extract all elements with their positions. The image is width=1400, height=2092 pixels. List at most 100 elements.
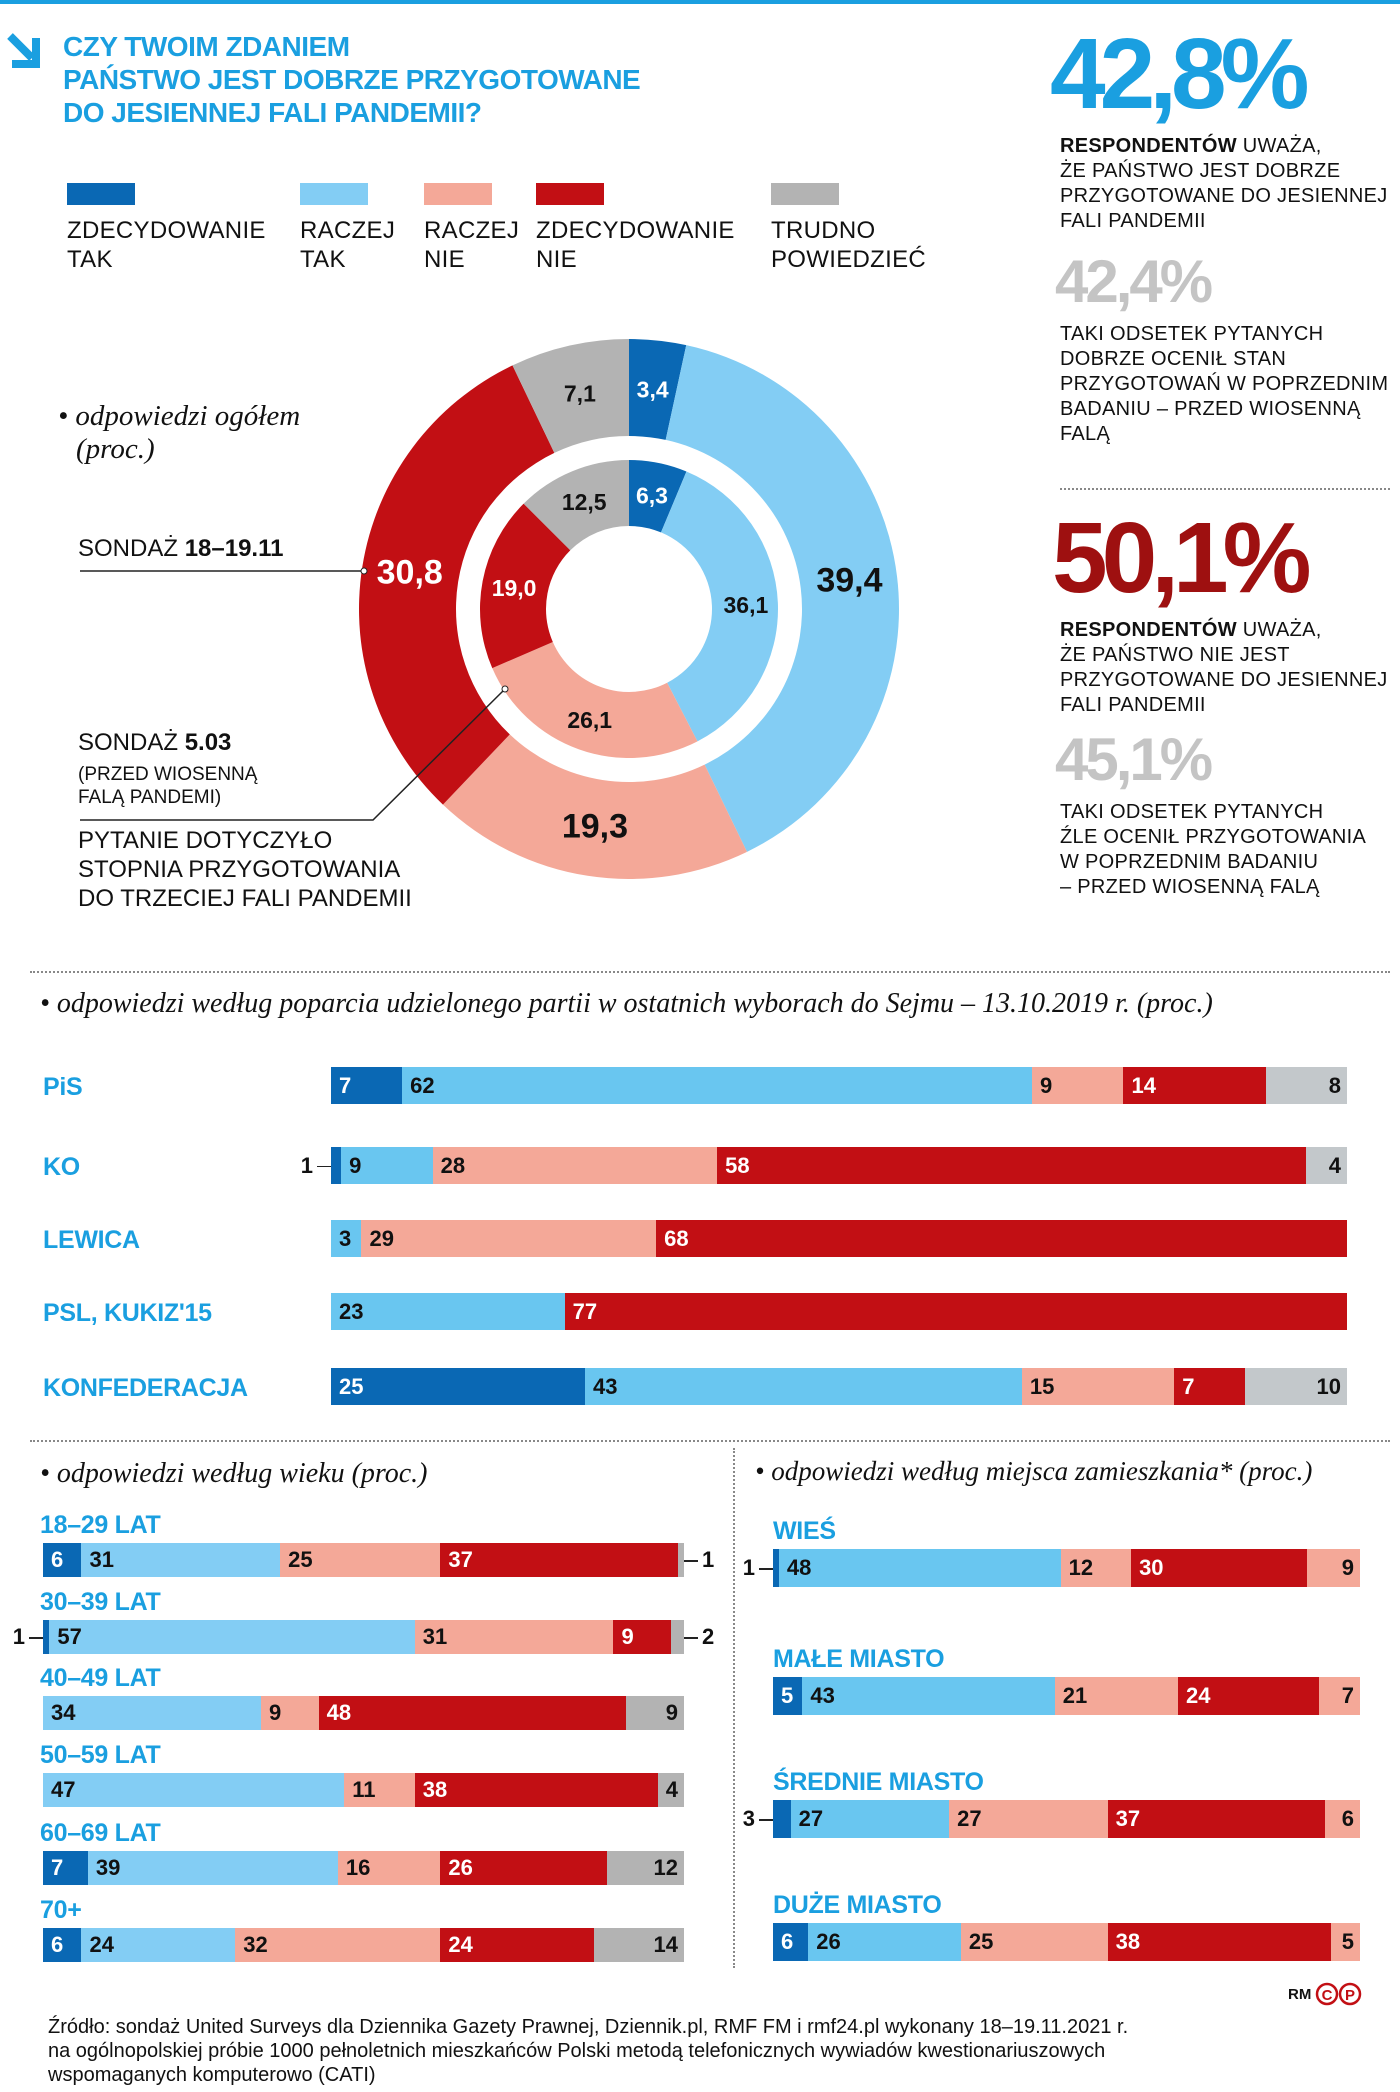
segment-value: 9 (1341, 1555, 1354, 1580)
footer-line: wspomaganych komputerowo (CATI) (48, 2064, 376, 2086)
chart-title: CZY TWOIM ZDANIEM PAŃSTWO JEST DOBRZE PR… (63, 30, 641, 129)
segment-value: 10 (1316, 1373, 1341, 1399)
segment-value: 38 (1115, 1929, 1141, 1954)
bar-segment (802, 1677, 1055, 1715)
author-initials: RM (1288, 1985, 1312, 2003)
bar-segment (361, 1220, 657, 1257)
slice-label: 19,0 (492, 575, 537, 601)
segment-value: 16 (345, 1855, 371, 1880)
segment-value: 7 (1182, 1373, 1195, 1399)
bar-segment (1123, 1067, 1266, 1104)
bar-segment (607, 1851, 684, 1885)
stacked-bar: 1 9 28 58 4 (301, 1147, 1347, 1184)
segment-value: 3 (339, 1225, 352, 1251)
text-line: PRZYGOTOWAŃ W POPRZEDNIM (1060, 373, 1389, 395)
bar-segment (337, 1851, 441, 1885)
legend-label-line: NIE (536, 246, 577, 273)
segment-value: 68 (664, 1225, 689, 1251)
category-label: KONFEDERACJA (43, 1374, 248, 1402)
heading-line: odpowiedzi ogółem (75, 400, 301, 432)
bar-segment (1307, 1549, 1360, 1587)
legend-label: TRUDNO POWIEDZIEĆ (771, 216, 926, 274)
stacked-bar: 25 43 15 7 10 (331, 1368, 1347, 1405)
bar-segment (43, 1543, 82, 1577)
bar-segment (440, 1543, 678, 1577)
slice-label: 7,1 (564, 380, 596, 406)
bar-segment (1174, 1368, 1246, 1405)
legend-label: RACZEJ NIE (424, 216, 519, 274)
bar-segment (43, 1696, 261, 1730)
segment-value: 9 (268, 1700, 282, 1725)
segment-value: 31 (89, 1547, 114, 1572)
note-line: PYTANIE DOTYCZYŁO (78, 827, 333, 854)
prev-stat-yes: 42,4% (1055, 248, 1213, 315)
stat-yes-text: RESPONDENTÓW UWAŻA, ŻE PAŃSTWO JEST DOBR… (1060, 134, 1388, 234)
segment-value: 15 (1029, 1373, 1055, 1399)
stacked-bar: 7 62 9 14 8 (331, 1067, 1347, 1104)
legend-label-line: TAK (300, 246, 346, 273)
segment-value: 26 (816, 1929, 841, 1954)
bar-segment (585, 1368, 1022, 1405)
bar-segment (331, 1293, 565, 1330)
segment-value: 77 (572, 1298, 598, 1324)
prev-stat-no: 45,1% (1055, 726, 1213, 793)
slice-label: 39,4 (816, 562, 882, 600)
segment-value: 31 (422, 1624, 448, 1649)
bar-segment (344, 1773, 415, 1807)
segment-value: 29 (369, 1225, 394, 1251)
segment-value: 14 (653, 1932, 678, 1957)
slice-label: 30,8 (377, 553, 443, 591)
text-bold: RESPONDENTÓW (1060, 619, 1237, 641)
residence-section-heading: • odpowiedzi według miejsca zamieszkania… (755, 1456, 1312, 1487)
footer-line: na ogólnopolskiej próbie 1000 pełnoletni… (48, 2040, 1106, 2062)
inner-ring-slice (523, 460, 629, 551)
segment-value: 1 (300, 1152, 313, 1178)
bar-segment (1107, 1800, 1325, 1838)
stacked-bar: 3 27 27 37 6 (743, 1800, 1360, 1838)
segment-value: 47 (51, 1777, 76, 1802)
legend-label: RACZEJ TAK (300, 216, 395, 274)
bar-segment (1178, 1677, 1319, 1715)
segment-value: 25 (968, 1929, 994, 1954)
bar-segment (1054, 1677, 1179, 1715)
leader-dot (501, 685, 509, 693)
bar-segment (594, 1928, 684, 1962)
stacked-bar: 1 48 12 30 9 (743, 1549, 1360, 1587)
segment-value: 1 (12, 1624, 25, 1649)
bar-segment (331, 1220, 362, 1257)
segment-value: 27 (798, 1806, 824, 1831)
segment-value: 62 (410, 1072, 435, 1098)
donut-chart: 3,4 39,4 19,3 30,8 7,1 6,3 36,1 26,1 19,0 12,5 (80, 339, 899, 879)
text-rest: UWAŻA, (1236, 135, 1322, 157)
segment-value: 37 (448, 1547, 473, 1572)
bar-segment (773, 1800, 791, 1838)
bar-segment (1318, 1677, 1360, 1715)
text-line: ŻE PAŃSTWO NIE JEST (1060, 644, 1290, 666)
bar-segment (949, 1800, 1108, 1838)
text-rest: UWAŻA, (1236, 619, 1322, 641)
segment-value: 48 (326, 1700, 352, 1725)
stacked-bar: 6 31 25 37 1 (43, 1543, 714, 1577)
donut-heading: • odpowiedzi ogółem (proc.) (58, 400, 300, 466)
prev-stat-yes-text: TAKI ODSETEK PYTANYCH DOBRZE OCENIŁ STAN… (1060, 322, 1388, 447)
legend-swatch (300, 183, 368, 205)
label-date: 18–19.11 (184, 535, 284, 562)
stacked-bar: 34 9 48 9 (43, 1696, 684, 1730)
inner-ring-slice (480, 503, 571, 669)
category-label: KO (43, 1153, 80, 1181)
leader-line (759, 1568, 773, 1570)
legend-swatch (424, 183, 492, 205)
slice-label: 26,1 (567, 707, 612, 733)
heading-text: odpowiedzi według wieku (proc.) (56, 1458, 428, 1489)
segment-value: 23 (339, 1298, 364, 1324)
segment-value: 58 (725, 1152, 750, 1178)
leader-line (29, 1637, 43, 1639)
legend-label-line: TRUDNO (771, 217, 876, 244)
inner-ring-label: SONDAŻ 5.03 (78, 728, 231, 758)
category-label: LEWICA (43, 1226, 140, 1254)
legend-label-line: ZDECYDOWANIE (67, 217, 266, 244)
text-line: W POPRZEDNIM BADANIU (1060, 851, 1319, 873)
bar-segment (773, 1549, 779, 1587)
category-label: 30–39 LAT (40, 1588, 161, 1616)
note-line: DO TRZECIEJ FALI PANDEMII (78, 885, 412, 912)
